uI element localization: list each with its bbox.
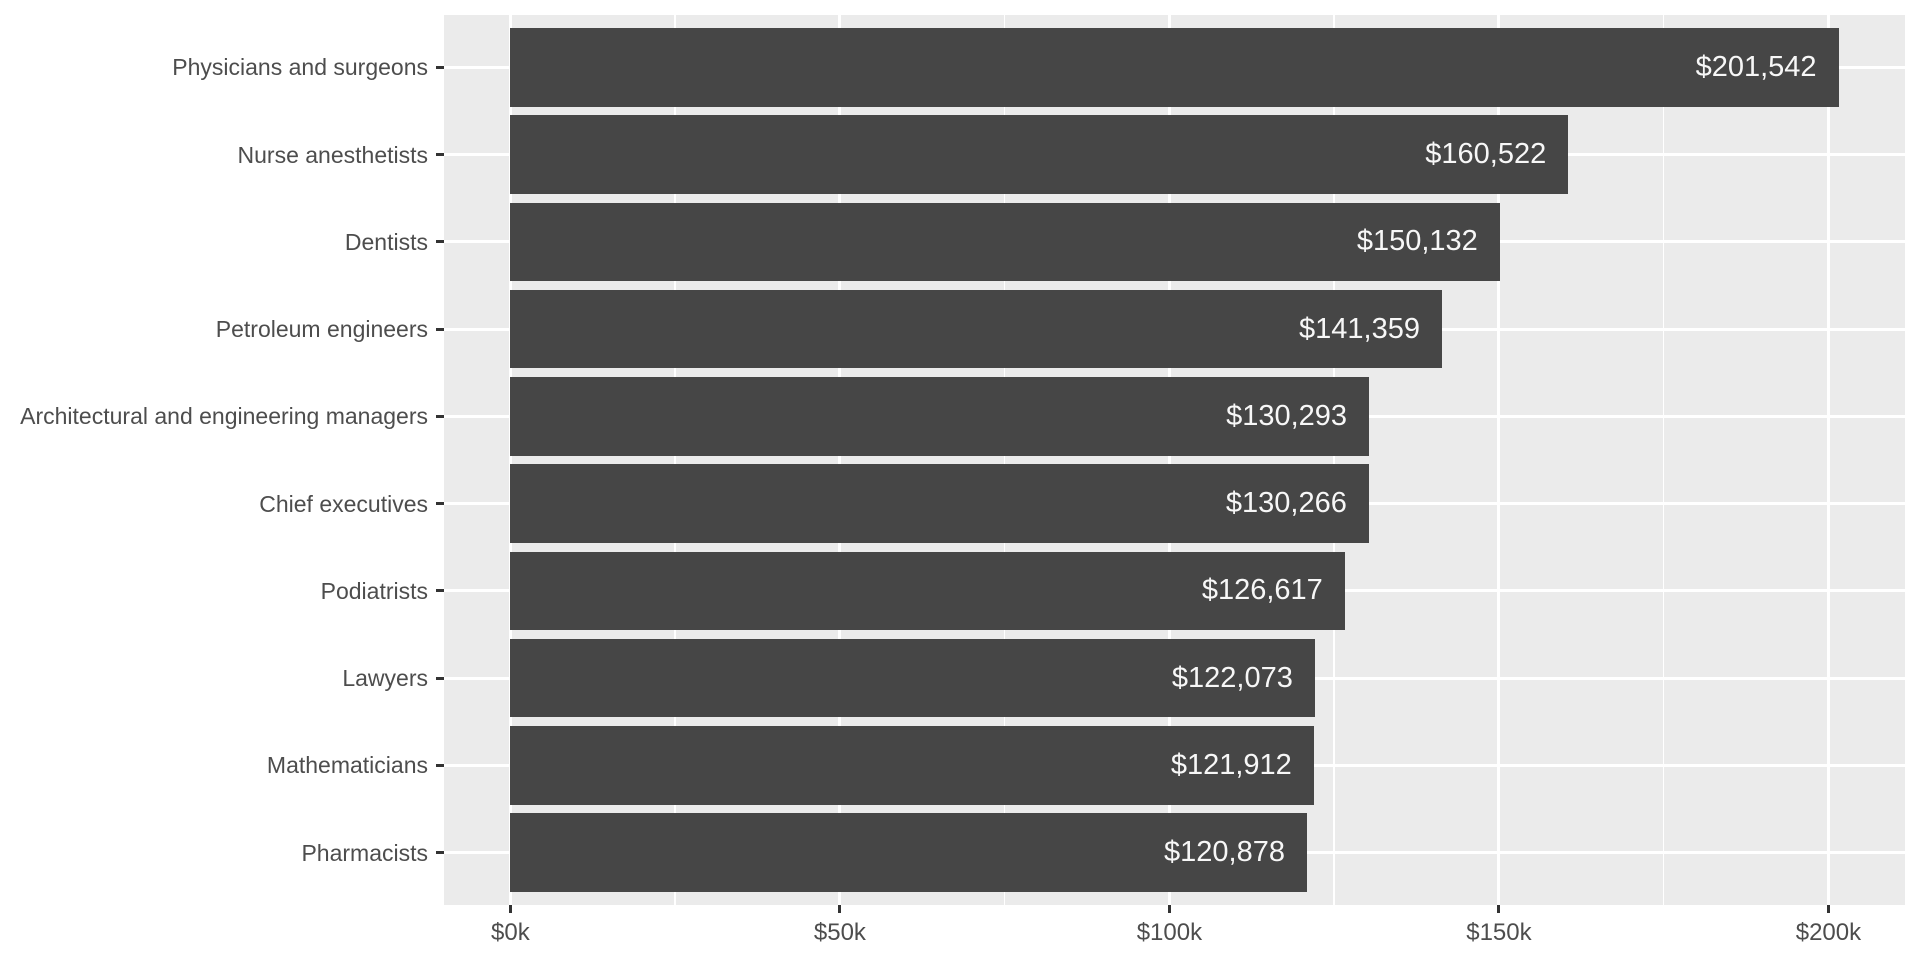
gridline-minor-vertical	[674, 15, 676, 905]
bar: $150,132	[510, 202, 1500, 282]
y-axis-label: Dentists	[344, 228, 428, 255]
gridline-major-vertical	[508, 15, 512, 905]
bar: $201,542	[510, 28, 1839, 107]
bar: $122,073	[510, 638, 1315, 718]
y-axis-label: Architectural and engineering managers	[20, 403, 428, 430]
gridline-major-vertical	[1826, 15, 1830, 905]
y-tick-mark	[436, 502, 444, 506]
gridline-minor-vertical	[1333, 15, 1335, 905]
bar-value-label: $150,132	[1356, 225, 1478, 258]
x-axis-label: $200k	[1795, 919, 1862, 946]
bar-value-label: $160,522	[1425, 138, 1547, 171]
y-tick-mark	[436, 327, 444, 331]
x-tick-mark	[1167, 905, 1171, 913]
bar-value-label: $201,542	[1695, 50, 1817, 83]
gridline-major-vertical	[1497, 15, 1501, 905]
gridline-major-vertical	[838, 15, 842, 905]
bar-value-label: $130,266	[1225, 487, 1347, 520]
y-axis-label: Pharmacists	[301, 839, 428, 866]
bar: $120,878	[510, 813, 1307, 892]
x-axis-label: $150k	[1466, 919, 1532, 946]
y-tick-mark	[436, 414, 444, 418]
bar-value-label: $141,359	[1299, 312, 1420, 345]
x-tick-mark	[1826, 905, 1830, 913]
bar-value-label: $120,878	[1164, 836, 1285, 869]
y-tick-mark	[436, 65, 444, 69]
y-tick-mark	[436, 153, 444, 157]
bar-value-label: $122,073	[1171, 661, 1293, 694]
bar-value-label: $126,617	[1201, 574, 1323, 607]
y-axis-label: Podiatrists	[320, 577, 428, 604]
y-tick-mark	[436, 851, 444, 855]
y-axis-label: Physicians and surgeons	[172, 54, 428, 81]
y-axis-label: Nurse anesthetists	[237, 141, 428, 168]
bar: $126,617	[510, 551, 1345, 631]
y-axis-label: Petroleum engineers	[215, 316, 428, 343]
bar: $130,293	[510, 377, 1370, 456]
x-axis-label: $100k	[1136, 919, 1203, 946]
y-tick-mark	[436, 763, 444, 767]
bar: $160,522	[510, 115, 1569, 194]
x-tick-mark	[838, 905, 842, 913]
gridline-minor-vertical	[1003, 15, 1006, 905]
bar: $141,359	[510, 289, 1442, 369]
y-axis-label: Lawyers	[342, 665, 428, 692]
y-tick-mark	[436, 589, 444, 593]
x-axis-label: $50k	[813, 919, 866, 946]
bar-value-label: $121,912	[1170, 748, 1292, 781]
x-tick-mark	[508, 905, 512, 913]
plot-panel: $201,542 $160,522 $150,132 $141,359 $130,293…	[444, 15, 1905, 905]
y-axis-label: Mathematicians	[266, 752, 428, 779]
x-axis-label: $0k	[491, 919, 530, 946]
bar: $130,266	[510, 464, 1369, 543]
x-tick-mark	[1497, 905, 1501, 913]
y-tick-mark	[436, 676, 444, 680]
gridline-minor-vertical	[1662, 15, 1665, 905]
y-tick-mark	[436, 240, 444, 244]
gridline-major-vertical	[1167, 15, 1171, 905]
y-axis-label: Chief executives	[259, 490, 428, 517]
bar: $121,912	[510, 726, 1314, 805]
bar-value-label: $130,293	[1226, 399, 1348, 432]
